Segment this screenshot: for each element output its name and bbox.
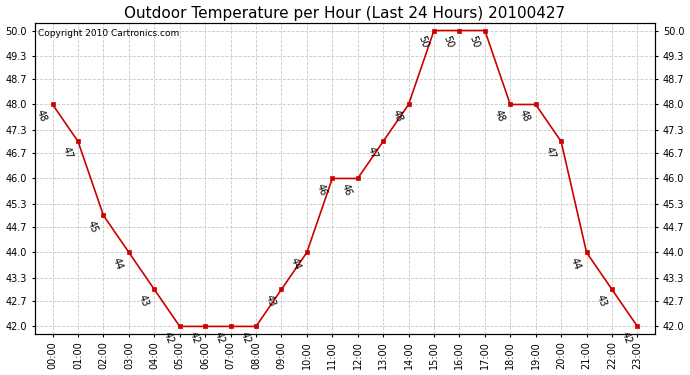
Text: 46: 46 <box>340 183 353 198</box>
Text: 42: 42 <box>238 331 252 346</box>
Text: 48: 48 <box>391 109 404 124</box>
Text: 45: 45 <box>86 220 99 235</box>
Text: Copyright 2010 Cartronics.com: Copyright 2010 Cartronics.com <box>38 29 179 38</box>
Text: 48: 48 <box>35 109 48 124</box>
Text: 48: 48 <box>493 109 506 124</box>
Text: 47: 47 <box>365 146 379 160</box>
Text: 47: 47 <box>60 146 74 160</box>
Text: 43: 43 <box>594 294 608 309</box>
Text: 46: 46 <box>315 183 328 198</box>
Text: 42: 42 <box>213 331 226 346</box>
Text: 42: 42 <box>620 331 633 346</box>
Text: 44: 44 <box>569 256 582 272</box>
Text: 44: 44 <box>289 256 303 272</box>
Text: 44: 44 <box>111 256 125 272</box>
Text: 50: 50 <box>416 34 430 50</box>
Text: 43: 43 <box>264 294 277 309</box>
Text: 50: 50 <box>442 34 455 50</box>
Text: 43: 43 <box>137 294 150 309</box>
Title: Outdoor Temperature per Hour (Last 24 Hours) 20100427: Outdoor Temperature per Hour (Last 24 Ho… <box>124 6 566 21</box>
Text: 42: 42 <box>162 331 175 346</box>
Text: 48: 48 <box>518 109 531 124</box>
Text: 47: 47 <box>543 146 557 160</box>
Text: 42: 42 <box>188 331 201 346</box>
Text: 50: 50 <box>467 34 481 50</box>
